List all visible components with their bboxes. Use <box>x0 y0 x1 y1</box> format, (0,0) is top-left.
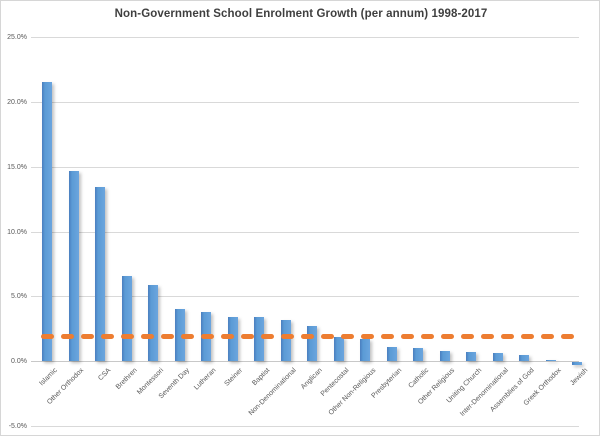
bar-assemblies-of-god <box>519 354 529 362</box>
bar-other-orthodox <box>68 170 79 362</box>
x-axis-label-brethren: Brethren <box>114 367 139 391</box>
reference-line-dash <box>221 334 234 340</box>
bar-steiner <box>227 317 238 362</box>
reference-line-dash <box>421 334 434 340</box>
x-axis-label-other-non-religious: Other Non-Religious <box>327 367 377 417</box>
bar-pentecostal <box>333 336 344 362</box>
reference-line-dash <box>341 334 354 340</box>
chart-title: Non-Government School Enrolment Growth (… <box>114 8 488 20</box>
reference-line-dash <box>521 334 534 340</box>
bar-anglican <box>307 326 317 362</box>
reference-line-dash <box>321 334 334 340</box>
reference-line-dash <box>461 334 474 340</box>
reference-line-dash <box>181 334 194 340</box>
x-axis-label-baptist: Baptist <box>250 367 271 388</box>
reference-line-dash <box>41 334 54 340</box>
gridline <box>31 166 579 168</box>
bar-catholic <box>413 348 423 362</box>
reference-line-dash <box>81 334 94 340</box>
reference-line-dash <box>61 334 74 340</box>
reference-line <box>41 334 579 340</box>
bar-presbyterian <box>386 346 397 362</box>
x-axis-label-islamic: Islamic <box>38 367 59 388</box>
reference-line-dash <box>561 334 574 340</box>
gridline <box>31 426 579 427</box>
x-axis-line <box>31 361 579 363</box>
bar-greek-orthodox <box>545 359 556 362</box>
x-axis-label-lutheran: Lutheran <box>193 367 218 392</box>
reference-line-dash <box>541 334 554 340</box>
x-axis-label-inter-denominational: Inter-Denominational <box>458 367 510 418</box>
reference-line-dash <box>361 334 374 340</box>
gridline <box>31 296 579 298</box>
y-axis-tick-label: 10.0% <box>7 228 27 236</box>
reference-line-dash <box>281 334 294 340</box>
reference-line-dash <box>501 334 514 340</box>
bar-uniting-church <box>466 352 476 362</box>
reference-line-dash <box>381 334 394 340</box>
bar-seventh-day <box>174 309 185 362</box>
reference-line-dash <box>301 334 314 340</box>
gridline <box>31 37 579 38</box>
y-axis-tick-label: 20.0% <box>7 98 27 106</box>
reference-line-dash <box>101 334 114 340</box>
y-axis-tick-label: 5.0% <box>11 293 27 301</box>
bar-non-denominational <box>280 319 291 362</box>
x-axis-label-catholic: Catholic <box>407 367 430 390</box>
y-axis-tick-label: -5.0% <box>8 423 27 430</box>
reference-line-dash <box>121 334 134 340</box>
bar-brethren <box>121 275 132 362</box>
bar-inter-denominational <box>492 352 503 362</box>
x-axis-label-non-denominational: Non-Denominational <box>247 367 298 418</box>
bar-csa <box>95 187 105 362</box>
x-axis-label-jewish: Jewish <box>568 367 589 388</box>
reference-line-dash <box>261 334 274 340</box>
reference-line-dash <box>241 334 254 340</box>
reference-line-dash <box>141 334 154 340</box>
reference-line-dash <box>161 334 174 340</box>
bar-baptist <box>254 317 264 362</box>
reference-line-dash <box>201 334 214 340</box>
y-axis-tick-label: 15.0% <box>7 163 27 171</box>
bar-other-religious <box>439 350 450 362</box>
reference-line-dash <box>401 334 414 340</box>
bar-jewish <box>572 362 582 366</box>
reference-line-dash <box>481 334 494 340</box>
x-axis-label-steiner: Steiner <box>223 367 245 388</box>
reference-line-dash <box>441 334 454 340</box>
bar-montessori <box>148 284 158 362</box>
y-axis-tick-label: 0.0% <box>11 358 27 366</box>
x-axis-label-csa: CSA <box>96 367 112 383</box>
bar-other-non-religious <box>360 339 370 362</box>
gridline <box>31 101 579 103</box>
x-axis-label-anglican: Anglican <box>300 367 324 391</box>
bar-islamic <box>42 82 52 362</box>
y-axis-tick-label: 25.0% <box>7 34 27 41</box>
gridline <box>31 231 579 233</box>
